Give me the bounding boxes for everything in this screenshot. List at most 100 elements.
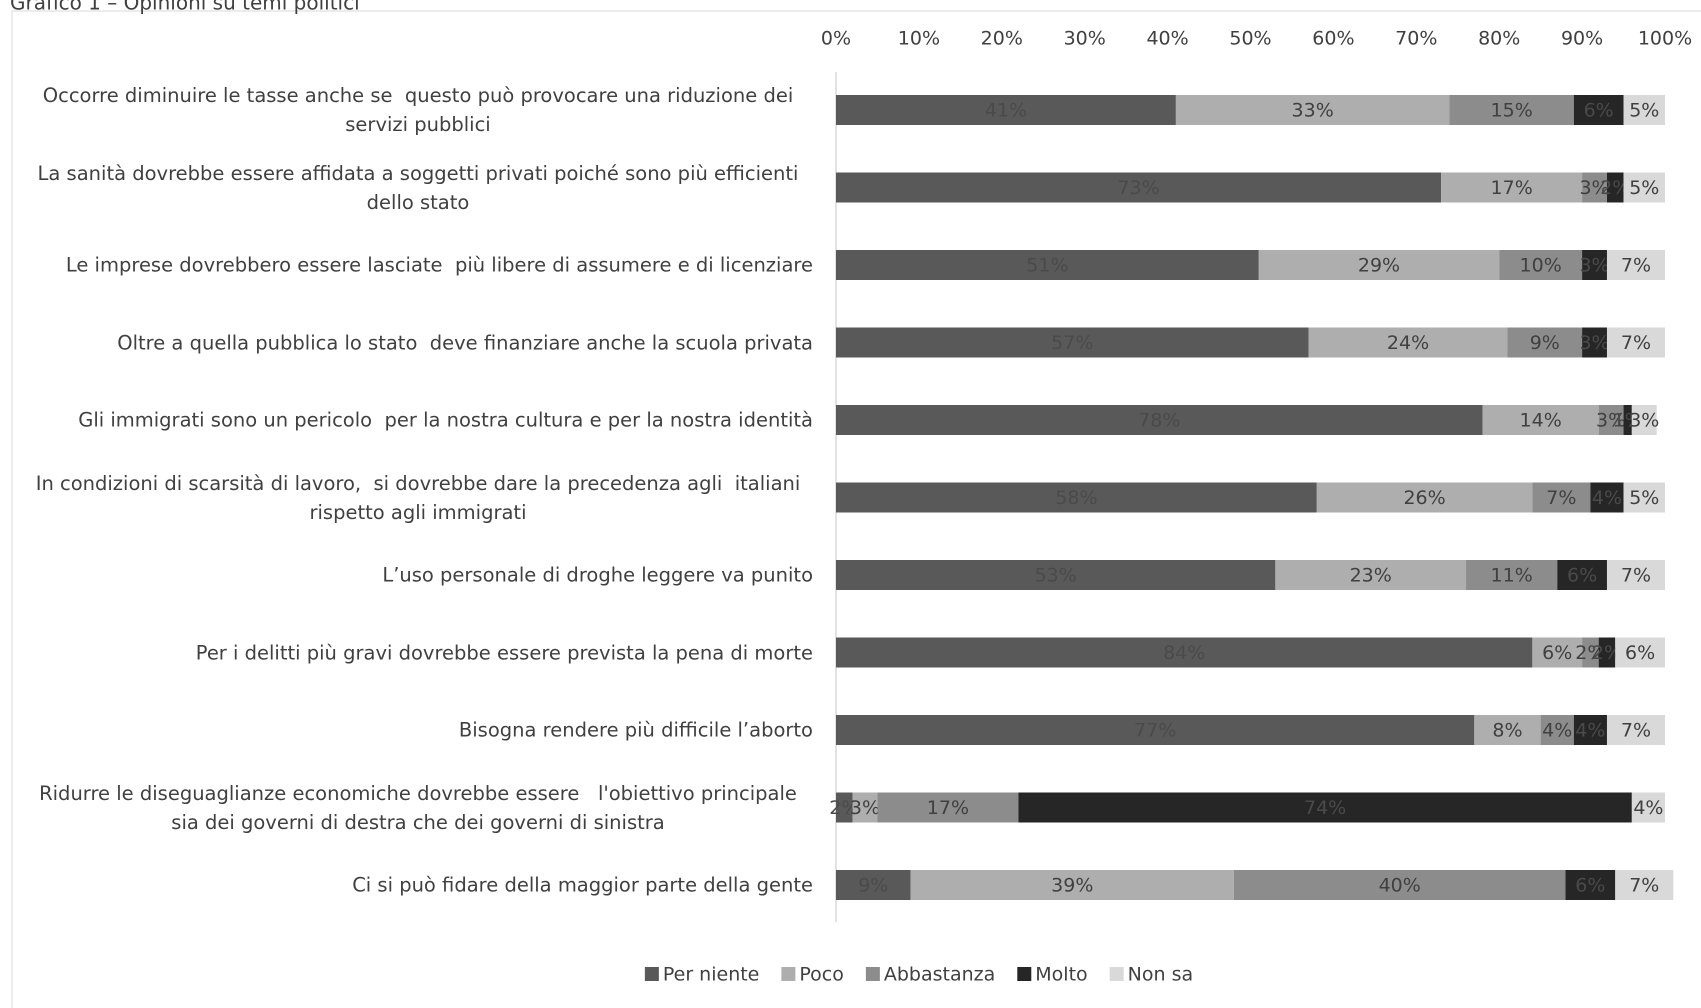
data-label: 3% — [1629, 410, 1659, 432]
data-label: 7% — [1621, 255, 1651, 277]
data-label: 24% — [1387, 332, 1429, 354]
data-label: 5% — [1629, 487, 1659, 509]
data-label: 73% — [1117, 177, 1159, 199]
bar-segment — [836, 792, 853, 823]
data-label: 2% — [1575, 642, 1605, 664]
data-label: 4% — [1575, 720, 1605, 742]
x-tick-label: 40% — [1146, 28, 1188, 50]
data-label: 26% — [1403, 487, 1445, 509]
bar-segment — [1606, 250, 1665, 280]
bar-segment — [1316, 482, 1533, 513]
category-label: Per i delitti più gravi dovrebbe essere … — [13, 638, 813, 667]
bar-segment — [1631, 405, 1657, 435]
bar-segment — [1623, 482, 1665, 513]
bar-segment — [1582, 327, 1607, 358]
bar-segment — [910, 870, 1234, 900]
data-label: 40% — [1379, 875, 1421, 897]
bar-segment — [1590, 482, 1624, 513]
bar-segment — [1573, 715, 1607, 745]
x-tick-label: 60% — [1312, 28, 1354, 50]
x-tick-label: 80% — [1478, 28, 1520, 50]
data-label: 51% — [1026, 255, 1068, 277]
x-tick-label: 90% — [1561, 28, 1603, 50]
category-text: Oltre a quella pubblica lo stato deve fi… — [117, 331, 813, 354]
bar-segment — [1557, 560, 1607, 590]
data-label: 23% — [1350, 565, 1392, 587]
data-label: 7% — [1621, 332, 1651, 354]
bar-segment — [1623, 405, 1632, 435]
bar-segment — [836, 715, 1475, 745]
data-label: 3% — [1579, 255, 1609, 277]
category-text: Gli immigrati sono un pericolo per la no… — [78, 408, 813, 432]
bar-segment — [1565, 870, 1616, 900]
category-text: In condizioni di scarsità di lavoro, si … — [35, 471, 807, 524]
bar-segment — [1615, 637, 1665, 668]
bar-segment — [1606, 560, 1665, 590]
bar-segment — [1018, 792, 1632, 823]
data-label: 78% — [1138, 410, 1180, 432]
data-label: 9% — [858, 875, 888, 897]
bar-segment — [1308, 327, 1508, 358]
bar-segment — [836, 95, 1176, 125]
data-label: 33% — [1292, 100, 1334, 122]
data-label: 53% — [1035, 565, 1077, 587]
bar-segment — [1582, 250, 1607, 280]
x-tick-label: 100% — [1638, 28, 1692, 50]
legend-label: Per niente — [663, 964, 760, 986]
data-label: 3% — [1596, 410, 1626, 432]
data-label: 4% — [1633, 797, 1663, 819]
category-text: Le imprese dovrebbero essere lasciate pi… — [65, 253, 813, 277]
bar-segment — [852, 792, 878, 823]
category-text: L’uso personale di droghe leggere va pun… — [382, 563, 813, 587]
bar-segment — [836, 870, 911, 900]
bar-segment — [836, 637, 1533, 668]
data-label: 41% — [985, 100, 1027, 122]
legend-swatch — [1017, 967, 1032, 981]
legend-label: Abbastanza — [884, 964, 995, 986]
bar-segment — [1175, 95, 1450, 125]
x-tick-label: 70% — [1395, 28, 1437, 50]
data-label: 39% — [1051, 875, 1093, 897]
bar-segment — [836, 327, 1309, 358]
chart-title: Grafico 1 – Opinioni su temi politici — [10, 0, 360, 15]
bar-segment — [836, 405, 1483, 435]
bar-segment — [1449, 95, 1574, 125]
data-label: 3% — [1579, 332, 1609, 354]
data-label: 6% — [1584, 100, 1614, 122]
bar-segment — [1441, 172, 1583, 203]
data-label: 5% — [1629, 100, 1659, 122]
data-label: 2% — [1600, 177, 1630, 199]
data-label: 6% — [1542, 642, 1572, 664]
data-label: 3% — [1579, 177, 1609, 199]
data-label: 8% — [1492, 720, 1522, 742]
legend-swatch — [781, 967, 796, 981]
bar-segment — [1540, 715, 1574, 745]
bar-segment — [1499, 250, 1583, 280]
data-label: 77% — [1134, 720, 1176, 742]
bar-segment — [836, 482, 1317, 513]
data-label: 2% — [1592, 642, 1622, 664]
data-label: 7% — [1629, 875, 1659, 897]
x-tick-label: 20% — [981, 28, 1023, 50]
category-label: Ridurre le diseguaglianze economiche dov… — [13, 779, 813, 837]
data-label: 9% — [1530, 332, 1560, 354]
data-label: 29% — [1358, 255, 1400, 277]
bar-segment — [1532, 637, 1583, 668]
bar-segment — [1582, 172, 1607, 203]
bar-segment — [877, 792, 1019, 823]
bar-segment — [1623, 172, 1665, 203]
legend-swatch — [865, 967, 880, 981]
data-label: 57% — [1051, 332, 1093, 354]
data-label: 7% — [1621, 720, 1651, 742]
category-text: Ci si può fidare della maggior parte del… — [352, 873, 813, 897]
category-label: Oltre a quella pubblica lo stato deve fi… — [13, 328, 813, 357]
bar-segment — [1606, 327, 1665, 358]
data-label: 74% — [1304, 797, 1346, 819]
bar-segment — [1573, 95, 1624, 125]
legend-label: Poco — [799, 964, 843, 986]
bar-segment — [1623, 95, 1665, 125]
category-label: Occorre diminuire le tasse anche se ques… — [13, 81, 813, 139]
category-text: Ridurre le diseguaglianze economiche dov… — [39, 781, 804, 834]
data-label: 7% — [1546, 487, 1576, 509]
data-label: 5% — [1629, 177, 1659, 199]
